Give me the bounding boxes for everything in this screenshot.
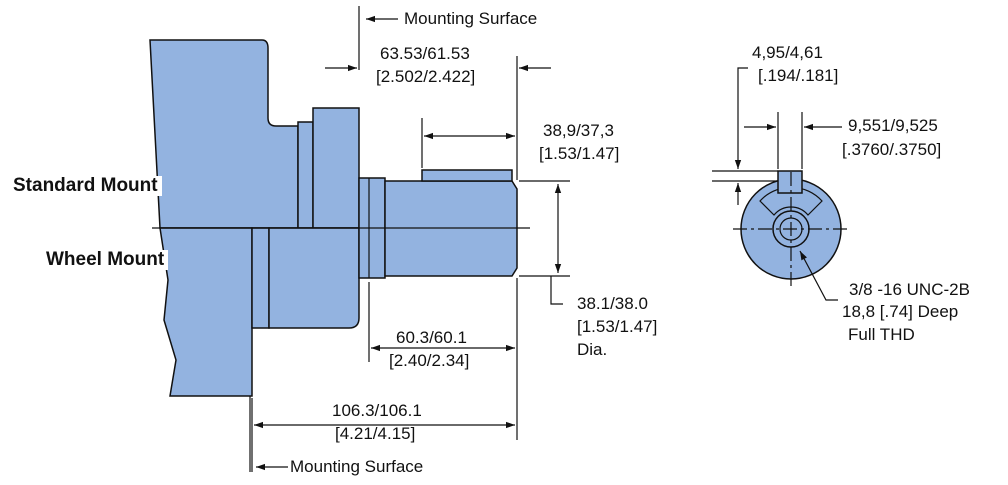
dim-key-height-top [734,67,748,169]
dim-dia-suffix: Dia. [577,340,608,359]
dim-key-height-inch: [.194/.181] [758,66,839,85]
flange-wheel [251,227,270,329]
dim-key-width-inch: [.3760/.3750] [842,140,942,159]
housing-standard-body [149,39,299,229]
thread-spec-line1: 3/8 -16 UNC-2B [849,280,970,299]
dia-leader [550,276,563,305]
dim-63-metric: 63.53/61.53 [380,44,470,63]
mounting-surface-label-bottom: Mounting Surface [290,457,424,476]
dim-63-inch: [2.502/2.422] [376,67,476,86]
dim-106-inch: [4.21/4.15] [335,424,416,443]
dim-60-metric: 60.3/60.1 [396,328,467,347]
shaft-key [421,169,513,182]
flange-wheel-step [268,227,360,329]
dim-key-length-metric: 38,9/37,3 [543,121,614,140]
dim-dia-metric: 38.1/38.0 [577,294,648,313]
flange-standard [297,121,314,229]
dim-dia-inch: [1.53/1.47] [577,317,658,336]
end-view-key [777,170,803,194]
dim-key-length-inch: [1.53/1.47] [539,144,620,163]
dim-key-height-metric: 4,95/4,61 [752,43,823,62]
housing-wheel-body [159,227,253,397]
flange-standard-step [312,107,360,229]
thread-leader [799,250,838,301]
mounting-surface-label-top: Mounting Surface [404,9,538,28]
dim-key-width-metric: 9,551/9,525 [848,116,938,135]
standard-mount-label: Standard Mount [13,176,162,196]
dim-60-inch: [2.40/2.34] [389,351,470,370]
wheel-mount-label: Wheel Mount [46,250,169,270]
thread-spec-line2: 18,8 [.74] Deep [842,302,959,321]
thread-spec-line3: Full THD [848,325,915,344]
dim-106-metric: 106.3/106.1 [332,401,422,420]
